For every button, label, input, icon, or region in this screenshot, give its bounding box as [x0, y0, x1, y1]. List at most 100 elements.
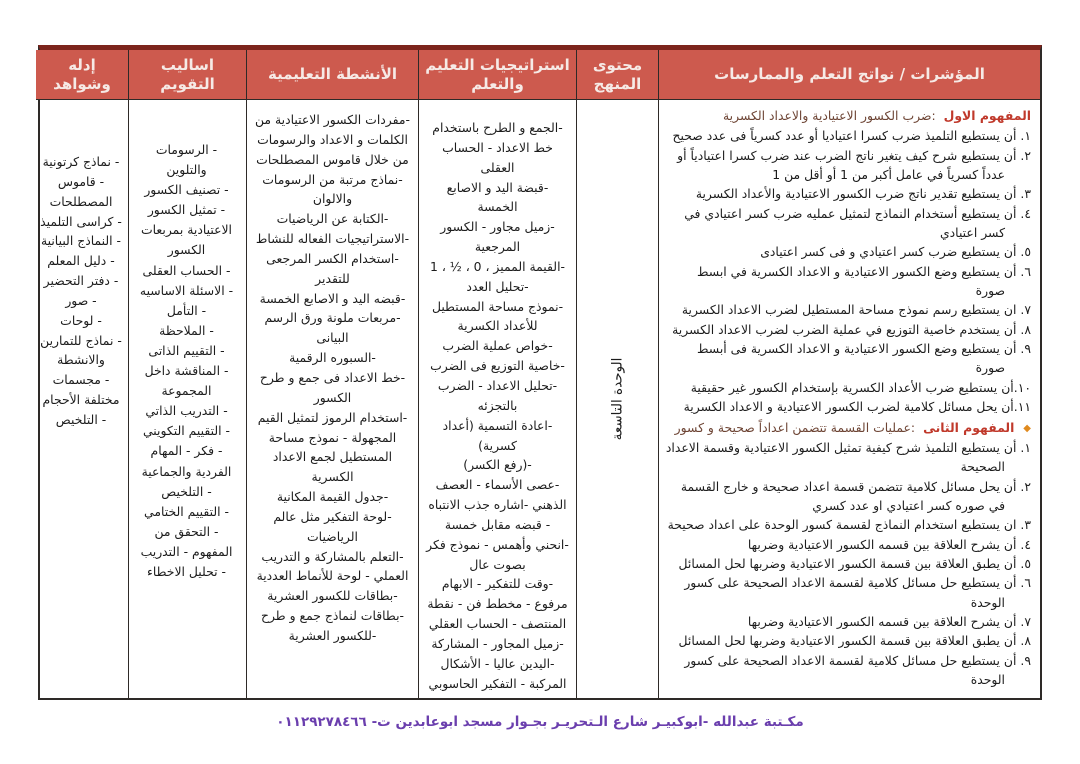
indicator-item: ٨. أن يستخدم خاصية التوزيع في عملية الضر…: [672, 321, 1031, 337]
strategies-cell: -الجمع و الطرح باستخدام خط الاعداد - الح…: [418, 100, 576, 698]
unit-label: الوحدة التاسعة: [609, 357, 626, 441]
evaluation-item: - الرسومات والتلوين: [155, 142, 218, 178]
indicator-item: ٧. أن يشرح العلاقة بين قسمه الكسور الاعت…: [747, 613, 1031, 629]
activity-item: -مربعات ملونة ورق الرسم البيانى: [264, 310, 401, 346]
indicator-item: ٥. أن يستطيع ضرب كسر اعتيادي و فى كسر اع…: [760, 244, 1031, 260]
activity-item: -بطاقات لنماذج جمع و طرح: [260, 608, 405, 624]
indicator-item: ١١.أن يحل مسائل كلامية لضرب الكسور الاعت…: [683, 399, 1031, 415]
evaluation-item: - المناقشة داخل المجموعة: [144, 363, 229, 399]
strategy-item: -القيمة المميز ، 0 ، ½ ، 1: [430, 258, 565, 274]
activity-item: -الكتابة عن الرياضيات: [276, 211, 389, 227]
evaluation-item: - التحقق من المفهوم - التدريب: [140, 523, 233, 559]
evaluation-cell: - الرسومات والتلوين - تصنيف الكسور - تمثيل…: [128, 100, 246, 698]
strategy-item: -زميل مجاور - الكسور المرجعية: [440, 219, 555, 255]
evaluation-item: - الحساب العقلى: [142, 262, 231, 278]
evidence-item: - التلخيص: [55, 411, 107, 427]
column-header-content: محتوى المنهج: [576, 50, 658, 100]
evaluation-item: - التقييم التكويني: [142, 423, 230, 439]
evidence-item: - قاموس المصطلحات: [49, 173, 113, 209]
activity-item: -مفردات الكسور الاعتيادية من الكلمات و ا…: [255, 112, 410, 167]
concept1-heading: المفهوم الاول :ضرب الكسور الاعتيادية وال…: [665, 106, 1031, 125]
strategy-item: -اليدين عاليا - الأشكال المركبة - التفكي…: [428, 655, 567, 691]
evidence-item: - نماذج للتمارين والانشطة: [40, 332, 122, 368]
evaluation-item: - التدريب الذاتي: [145, 403, 228, 419]
activity-item: -خط الاعداد فى جمع و طرح الكسور: [259, 369, 406, 405]
strategy-item: -قبضة اليد و الاصابع الخمسة: [446, 179, 549, 215]
indicator-item: ١. أن يستطيع التلميذ ضرب كسرا اعتياديا أ…: [672, 128, 1031, 144]
column-header-indicators: المؤشرات / نواتج التعلم والممارسات: [658, 50, 1040, 100]
activity-item: -استخدام الرموز لتمثيل القيم المجهولة - …: [257, 409, 408, 485]
column-header-evidence: إدله وشواهد: [36, 50, 128, 100]
strategy-item: -خاصية التوزيع فى الضرب: [430, 358, 565, 374]
library-footer-note: مكـتبة عبدالله -ابوكبيـر شارع الـتحريـر …: [276, 714, 804, 730]
strategy-item: -وقت للتفكير - الابهام مرفوع - مخطط فن -…: [427, 576, 568, 632]
strategy-item: - قبضه مقابل خمسة: [444, 516, 551, 532]
strategy-item: -تحليل الاعداد - الضرب بالتجزئه: [437, 377, 558, 413]
curriculum-table: المؤشرات / نواتج التعلم والممارسات محتوى…: [36, 45, 1042, 700]
indicator-item: ٦. أن يستطيع حل مسائل كلامية لقسمة الاعد…: [684, 575, 1031, 610]
indicator-item: ١٠.أن يستطيع ضرب الأعداد الكسرية بإستخدا…: [690, 379, 1031, 395]
strategy-item: -(رفع الكسر): [463, 457, 532, 473]
strategy-item: -تحليل العدد: [466, 278, 529, 294]
indicators-cell: المفهوم الاول :ضرب الكسور الاعتيادية وال…: [658, 100, 1040, 698]
indicator-item: ٧. ان يستطيع رسم نموذج مساحة المستطيل لض…: [681, 302, 1031, 318]
concept2-heading: ◆ المفهوم الثانى :عمليات القسمة تتضمن اع…: [665, 418, 1031, 437]
evaluation-item: - التقييم الختامي: [144, 503, 229, 519]
evaluation-item: - التلخيص: [161, 483, 212, 499]
indicator-item: ٩. أن يستطيع حل مسائل كلامية لقسمة الاعد…: [684, 652, 1031, 687]
evaluation-item: - الملاحظة: [159, 322, 214, 338]
evidence-item: - النماذج البيانية: [40, 233, 122, 249]
evaluation-item: - تصنيف الكسور: [144, 182, 229, 198]
diamond-bullet-icon: ◆: [1023, 422, 1031, 434]
activity-item: -جدول القيمة المكانية: [276, 489, 389, 505]
indicator-item: ٥. أن يطبق العلاقة بين قسمة الكسور الاعت…: [678, 555, 1031, 571]
concept1-desc: :ضرب الكسور الاعتيادية والاعداد الكسرية: [723, 108, 936, 123]
indicator-item: ٣. ان يستطيع استخدام النماذج لقسمة كسور …: [667, 517, 1031, 533]
indicator-item: ٨. أن يطبق العلاقة بين قسمة الكسور الاعت…: [678, 633, 1031, 649]
strategy-item: -زميل المجاور - المشاركة: [431, 635, 564, 651]
evaluation-item: - التأمل: [166, 302, 207, 318]
activity-item: -استخدام الكسر المرجعى للتقدير: [266, 250, 399, 286]
evidence-item: - دليل المعلم: [47, 253, 115, 269]
activity-item: -بطاقات للكسور العشرية: [267, 588, 398, 604]
evaluation-item: - تمثيل الكسور الاعتيادية بمربعات الكسور: [140, 202, 233, 258]
evidence-item: - دفتر التحضير: [43, 273, 119, 289]
activity-item: -الاستراتيجيات الفعاله للنشاط: [255, 231, 410, 247]
concept2-title: المفهوم الثانى: [923, 419, 1015, 435]
activities-cell: -مفردات الكسور الاعتيادية من الكلمات و ا…: [246, 100, 418, 698]
indicator-item: ١. أن يستطيع التلميذ شرح كيفية تمثيل الك…: [665, 439, 1031, 475]
column-header-strategies: استراتيجيات التعليم والتعلم: [418, 50, 576, 100]
indicator-item: ٢. أن يستطيع شرح كيف يتغير ناتج الضرب عن…: [677, 147, 1031, 183]
evidence-item: - مجسمات مختلفة الأحجام: [42, 372, 120, 408]
evidence-item: - كراسى التلميذ: [40, 213, 122, 229]
activity-item: -للكسور العشرية: [288, 627, 377, 643]
indicator-item: ٣. أن يستطيع تقدير ناتج ضرب الكسور الاعت…: [695, 186, 1031, 202]
indicator-item: ٦. أن يستطيع وضع الكسور الاعتيادية و الا…: [697, 263, 1031, 299]
indicator-item: ٩. أن يستطيع وضع الكسور الاعتيادية و الا…: [697, 341, 1031, 376]
activity-item: -لوحة التفكير مثل عالم الرياضيات: [273, 508, 392, 544]
evidence-item: - نماذج كرتونية: [42, 154, 120, 169]
evaluation-item: - التقييم الذاتى: [148, 342, 225, 358]
indicator-item: ٤. أن يستطيع أستخدام النماذج لتمثيل عملي…: [684, 205, 1031, 241]
concept1-items: ١. أن يستطيع التلميذ ضرب كسرا اعتياديا أ…: [665, 126, 1031, 416]
strategy-item: -نموذج مساحة المستطيل للأعداد الكسرية: [431, 298, 564, 334]
evidence-item: - صور: [65, 292, 97, 308]
strategy-item: -اعادة التسمية (أعداد كسرية): [442, 417, 553, 453]
activity-item: -التعلم بالمشاركة و التدريب العملي - لوح…: [256, 548, 409, 584]
indicator-item: ٢. أن يحل مسائل كلامية تتضمن قسمة اعداد …: [680, 478, 1031, 513]
activity-item: -قبضه اليد و الاصابع الخمسة: [259, 290, 406, 306]
evidence-item: - لوحات: [60, 312, 102, 328]
concept2-items: ١. أن يستطيع التلميذ شرح كيفية تمثيل الك…: [665, 438, 1031, 689]
activity-item: -نماذج مرتبة من الرسومات والالوان: [262, 171, 403, 207]
concept2-desc: :عمليات القسمة تتضمن اعداداً صحيحة و كسو…: [674, 419, 916, 435]
evidence-cell: - نماذج كرتونية - قاموس المصطلحات - كراسى …: [36, 100, 128, 698]
evaluation-item: - فكر - المهام الفردية والجماعية: [141, 443, 232, 479]
indicator-item: ٤. أن يشرح العلاقة بين قسمه الكسور الاعت…: [747, 536, 1031, 552]
strategy-item: -خواص عملية الضرب: [442, 338, 553, 354]
activity-item: -السبوره الرقمية: [289, 350, 376, 366]
column-header-activities: الأنشطة التعليمية: [246, 50, 418, 100]
concept1-title: المفهوم الاول: [943, 108, 1031, 123]
evaluation-item: - الاسئلة الاساسيه: [139, 282, 234, 298]
column-header-evaluation: اساليب التقويم: [128, 50, 246, 100]
